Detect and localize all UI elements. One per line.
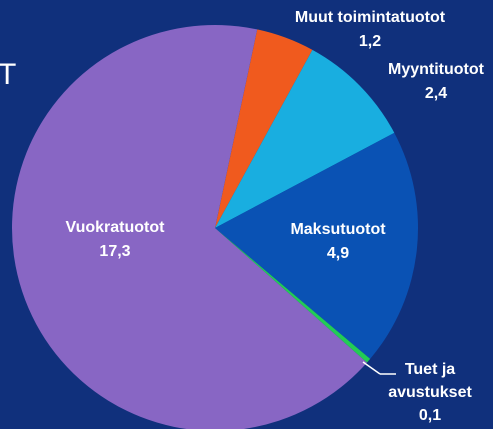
label-line: Tuet ja <box>405 361 455 378</box>
leader-line <box>362 361 381 375</box>
slice-label: Tuet ja avustukset <box>388 361 472 401</box>
pie-slice <box>215 132 418 359</box>
pie-slice <box>215 49 395 228</box>
slice-label: Maksutuotot <box>290 221 386 238</box>
pie-slice <box>12 25 367 429</box>
pie-slice <box>215 29 313 229</box>
slice-label: Muut toimintatuotot <box>295 9 446 26</box>
value-label: 1,2 <box>359 33 381 50</box>
label-line: avustukset <box>388 384 472 401</box>
value-label: 2,4 <box>425 85 447 102</box>
value-label: 17,3 <box>99 243 130 260</box>
chart-title: T <box>0 58 16 91</box>
value-label: 4,9 <box>327 245 349 262</box>
value-label: 0,1 <box>419 407 441 424</box>
slice-label: Vuokratuotot <box>66 219 166 236</box>
slice-label: Myyntituotot <box>388 61 485 78</box>
pie-slice <box>215 228 371 363</box>
